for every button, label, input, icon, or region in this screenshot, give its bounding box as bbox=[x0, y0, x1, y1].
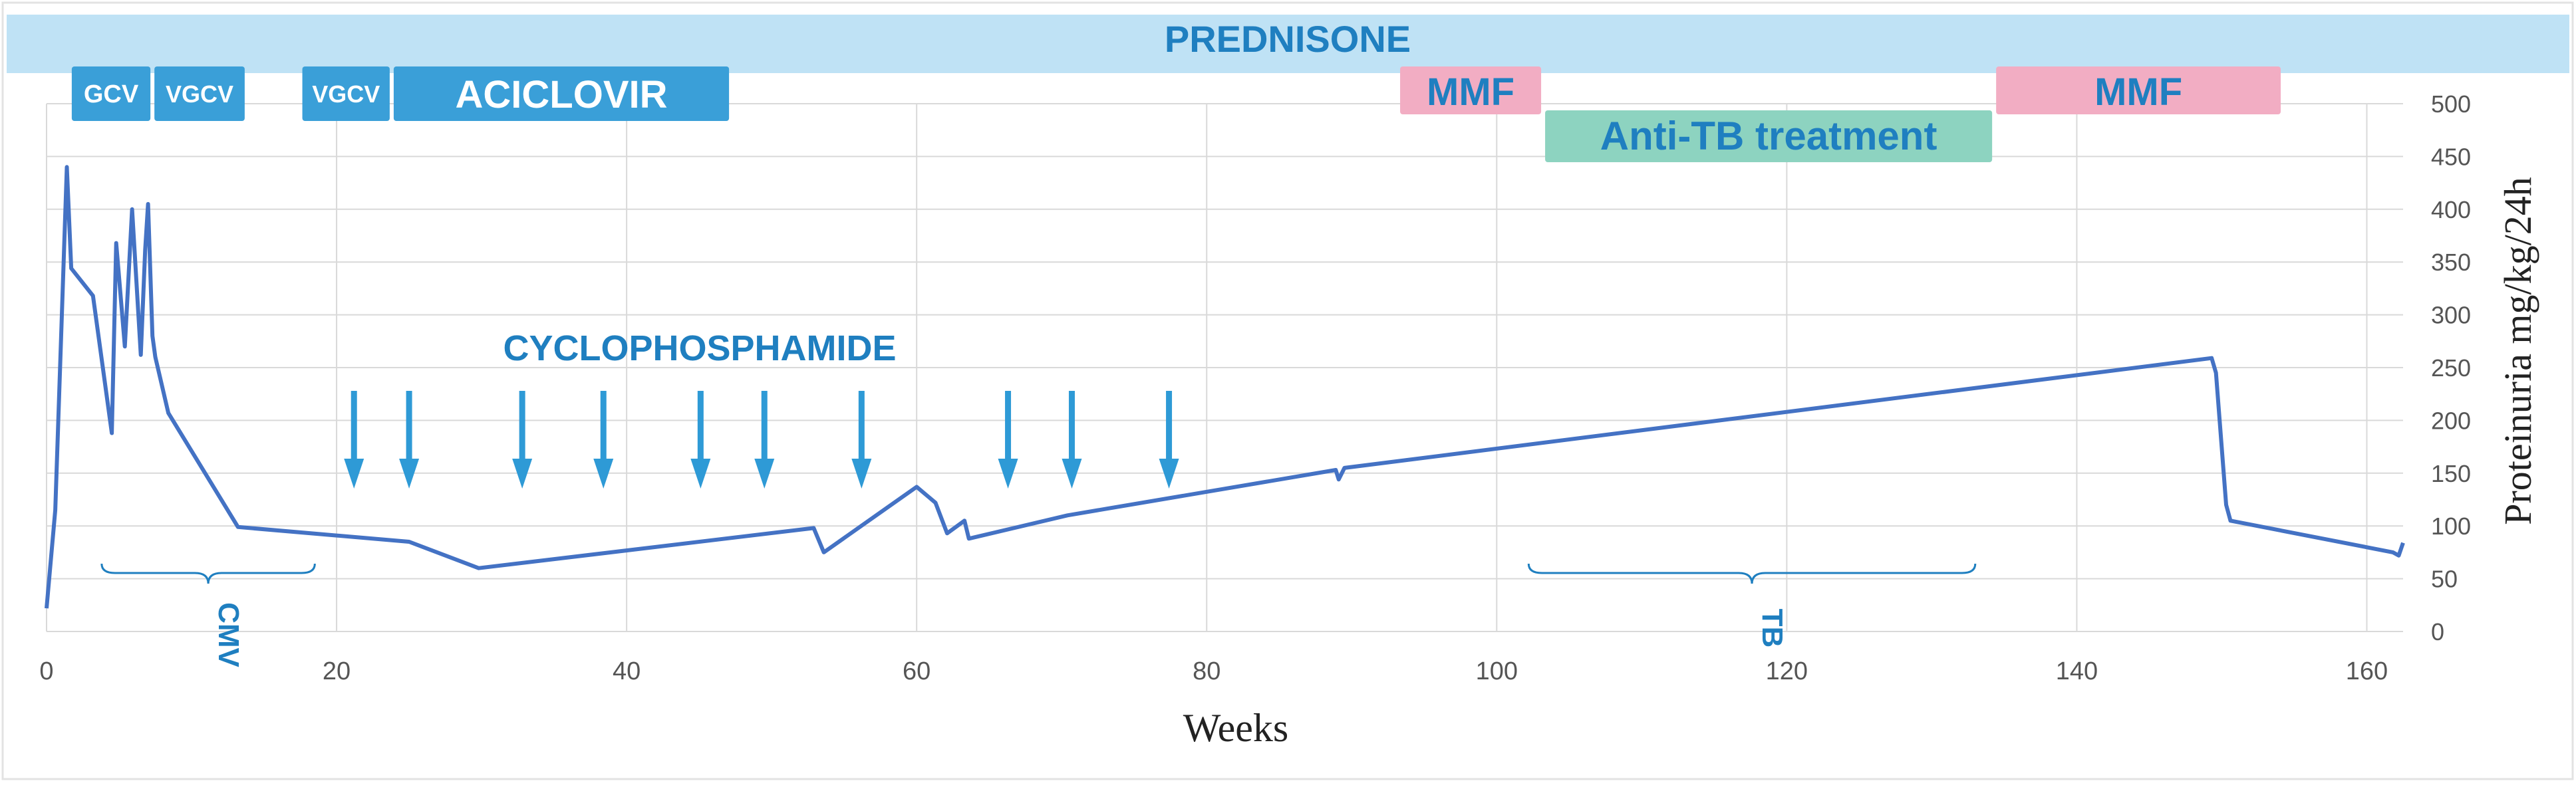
cyclophosphamide-arrow-head bbox=[344, 459, 364, 489]
mmf-label-1: MMF bbox=[1427, 70, 1514, 114]
tb-label: TB bbox=[1756, 609, 1789, 648]
prednisone-band bbox=[7, 15, 2569, 73]
x-tick-label: 20 bbox=[323, 657, 351, 685]
y-tick-label: 0 bbox=[2431, 618, 2444, 645]
cyclophosphamide-arrow-head bbox=[754, 459, 775, 489]
y-tick-label: 500 bbox=[2431, 90, 2471, 118]
y-tick-label: 300 bbox=[2431, 302, 2471, 329]
prednisone-label: PREDNISONE bbox=[1165, 18, 1411, 60]
vgcv-label-1: VGCV bbox=[166, 80, 233, 108]
x-tick-label: 80 bbox=[1193, 657, 1220, 685]
gridlines bbox=[46, 103, 2403, 632]
y-tick-label: 250 bbox=[2431, 354, 2471, 382]
anti-tb-label: Anti-TB treatment bbox=[1600, 114, 1937, 158]
cyclophosphamide-arrow-head bbox=[1159, 459, 1179, 489]
x-tick-label: 40 bbox=[613, 657, 641, 685]
gcv-box bbox=[71, 66, 151, 121]
cyclophosphamide-arrow-head bbox=[399, 459, 420, 489]
cyclophosphamide-label: CYCLOPHOSPHAMIDE bbox=[503, 328, 896, 368]
vgcv-box-1 bbox=[154, 66, 245, 121]
x-tick-label: 60 bbox=[903, 657, 930, 685]
x-tick-label: 120 bbox=[1766, 657, 1808, 685]
mmf-box-1 bbox=[1400, 66, 1542, 114]
cyclophosphamide-arrow-head bbox=[1062, 459, 1082, 489]
cyclophosphamide-arrow-head bbox=[998, 459, 1018, 489]
cmv-label: CMV bbox=[212, 602, 245, 667]
x-tick-label: 140 bbox=[2056, 657, 2098, 685]
y-tick-label: 200 bbox=[2431, 407, 2471, 434]
cyclophosphamide-pulses bbox=[344, 391, 1179, 489]
y-tick-label: 100 bbox=[2431, 513, 2471, 540]
y-tick-label: 400 bbox=[2431, 196, 2471, 223]
x-axis-title: Weeks bbox=[1183, 706, 1288, 750]
vgcv-label-2: VGCV bbox=[312, 80, 380, 108]
anti-tb-box bbox=[1545, 110, 1993, 162]
x-tick-labels: 0 20 40 60 80 100 120 140 160 bbox=[39, 657, 2388, 685]
cyclophosphamide-arrow-head bbox=[851, 459, 872, 489]
y-tick-label: 350 bbox=[2431, 249, 2471, 276]
aciclovir-box bbox=[393, 66, 730, 121]
aciclovir-label: ACICLOVIR bbox=[456, 73, 668, 116]
y-axis-title: Proteinuria mg/kg/24h bbox=[2496, 177, 2539, 525]
x-tick-label: 0 bbox=[39, 657, 53, 685]
gcv-label: GCV bbox=[84, 80, 139, 108]
cyclophosphamide-arrow-head bbox=[690, 459, 711, 489]
x-tick-label: 100 bbox=[1476, 657, 1518, 685]
vgcv-box-2 bbox=[302, 66, 390, 121]
y-tick-label: 450 bbox=[2431, 143, 2471, 170]
y-tick-label: 150 bbox=[2431, 460, 2471, 487]
mmf-label-2: MMF bbox=[2094, 70, 2182, 114]
mmf-box-2 bbox=[1996, 66, 2281, 114]
cmv-brace bbox=[100, 563, 316, 584]
cyclophosphamide-arrow-head bbox=[512, 459, 533, 489]
y-tick-labels: 0 50 100 150 200 250 300 350 400 450 500 bbox=[2431, 90, 2471, 645]
x-tick-label: 160 bbox=[2346, 657, 2388, 685]
cyclophosphamide-arrow-head bbox=[593, 459, 614, 489]
proteinuria-line bbox=[45, 165, 2405, 609]
chart-frame bbox=[1, 1, 2574, 780]
tb-brace bbox=[1527, 563, 1977, 584]
y-tick-label: 50 bbox=[2431, 566, 2458, 593]
